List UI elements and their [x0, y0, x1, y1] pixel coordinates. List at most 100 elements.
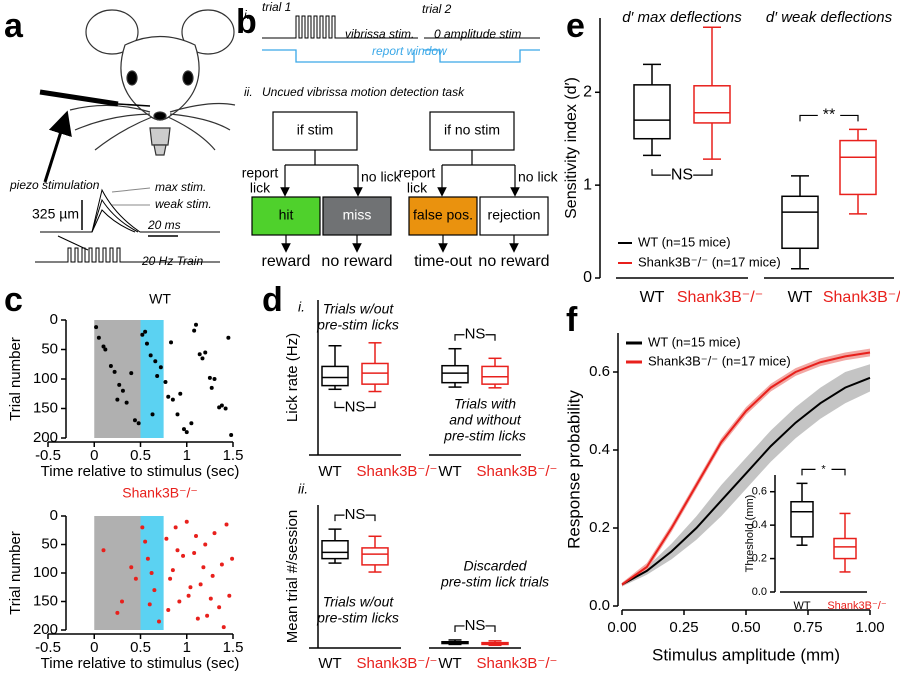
- y-tick-label: 0.2: [589, 519, 610, 536]
- label: piezo stimulation: [9, 178, 100, 192]
- outcome-box-label: false pos.: [413, 207, 473, 223]
- decision-box: [272, 111, 358, 151]
- lick-dot: [181, 427, 186, 432]
- significance-bracket: [334, 514, 376, 522]
- y-tick-label: 1: [583, 176, 592, 193]
- x-tick-label: WT: [318, 655, 341, 672]
- deflection-traces: [35, 187, 220, 263]
- x-tick-label: -0.5: [35, 447, 61, 464]
- x-tick-label: WT: [438, 655, 461, 672]
- outcome-box: [479, 196, 549, 236]
- x-axis-label: Time relative to stimulus (sec): [41, 463, 240, 480]
- x-tick-label: WT: [793, 600, 810, 612]
- y-tick-label: 0.2: [752, 552, 767, 564]
- chart-title: WT: [149, 291, 171, 307]
- lick-dot: [212, 531, 217, 536]
- significance-bracket: [801, 468, 846, 476]
- lick-dot: [103, 347, 108, 352]
- lick-dot: [229, 433, 234, 438]
- label: vibrissa stim.: [345, 27, 414, 41]
- lick-dot: [168, 576, 173, 581]
- lick-dot: [192, 328, 197, 333]
- annotation: pre-stim lick trials: [440, 574, 549, 590]
- significance: *: [821, 463, 826, 475]
- lick-dot: [223, 406, 228, 411]
- y-axis-label: Sensitivity index (d′): [563, 77, 580, 219]
- y-tick-label: 100: [33, 370, 58, 387]
- lick-dot: [210, 573, 215, 578]
- annotation: pre-stim licks: [316, 610, 399, 626]
- x-axis-label: Stimulus amplitude (mm): [652, 645, 840, 664]
- lick-dot: [226, 335, 231, 340]
- lick-dot: [148, 353, 153, 358]
- y-tick-label: 0: [583, 269, 592, 286]
- y-tick-label: 150: [33, 592, 58, 609]
- lick-dot: [230, 556, 235, 561]
- x-tick-label: 0.50: [731, 619, 760, 636]
- lick-dot: [115, 610, 120, 615]
- group-title: d′ max deflections: [622, 9, 742, 26]
- line: [621, 351, 871, 586]
- x-tick-label: 0: [90, 447, 98, 464]
- piezo-rod: [117, 103, 151, 107]
- mouse-sketch: [69, 9, 236, 156]
- lick-dot: [112, 369, 117, 374]
- lick-dot: [155, 374, 160, 379]
- chart-title: Shank3B⁻/⁻: [122, 485, 198, 501]
- legend-label: Shank3B⁻/⁻ (n=17 mice): [648, 353, 791, 368]
- sub-label: ii.: [298, 481, 308, 497]
- x-tick-label: 1.5: [223, 447, 244, 464]
- legend-label: Shank3B⁻/⁻ (n=17 mice): [638, 254, 781, 269]
- lick-dot: [212, 377, 217, 381]
- lick-dot: [164, 536, 169, 541]
- box: [321, 365, 349, 387]
- box: [633, 84, 671, 140]
- lick-dot: [129, 371, 134, 376]
- annotation: pre-stim licks: [443, 428, 526, 444]
- outcome-label: reward: [262, 253, 311, 270]
- y-axis-label: Mean trial #/session: [284, 510, 301, 643]
- lick-dot: [188, 585, 193, 590]
- y-tick-label: 2: [583, 84, 592, 101]
- y-tick-label: 200: [33, 429, 58, 446]
- lick-dot: [166, 394, 171, 399]
- lick-dot: [101, 344, 106, 349]
- y-tick-label: 0.0: [589, 597, 610, 614]
- lick-dot: [209, 385, 214, 390]
- x-tick-label: WT: [640, 289, 665, 306]
- box: [441, 364, 469, 384]
- annotation: pre-stim licks: [316, 317, 399, 333]
- x-tick-label: 0.5: [130, 639, 151, 656]
- lick-dot: [143, 329, 148, 334]
- y-tick-label: 0: [50, 507, 58, 524]
- x-tick-label: 1: [183, 639, 191, 656]
- lick-dot: [189, 421, 194, 426]
- lick-dot: [175, 412, 180, 417]
- lick-dot: [133, 576, 138, 581]
- annotation: Trials w/out: [323, 594, 395, 610]
- legend-label: WT (n=15 mice): [638, 234, 731, 249]
- significance-bracket: [454, 334, 496, 341]
- y-tick-label: 100: [33, 564, 58, 581]
- sub-label: i.: [298, 299, 305, 315]
- significance: NS: [671, 166, 693, 183]
- stim-timeline: [262, 15, 540, 39]
- significance: **: [823, 107, 835, 124]
- lick-dot: [184, 430, 189, 435]
- label: trial 2: [422, 2, 452, 16]
- label: Uncued vibrissa motion detection task: [262, 85, 465, 99]
- outcome-label: no reward: [478, 253, 549, 270]
- label: 20 Hz Train: [141, 254, 203, 268]
- x-tick-label: Shank3B⁻/⁻: [357, 655, 438, 672]
- lick-dot: [173, 525, 178, 530]
- significance-bracket: [334, 401, 376, 409]
- lick-dot: [149, 571, 154, 575]
- box: [790, 500, 814, 538]
- y-axis-label: Threshold (mm): [744, 495, 756, 573]
- branch-label: no lick: [518, 169, 559, 185]
- y-axis-label: Lick rate (Hz): [284, 333, 301, 422]
- box: [361, 547, 389, 566]
- lick-dot: [94, 325, 99, 330]
- lick-dot: [150, 412, 155, 417]
